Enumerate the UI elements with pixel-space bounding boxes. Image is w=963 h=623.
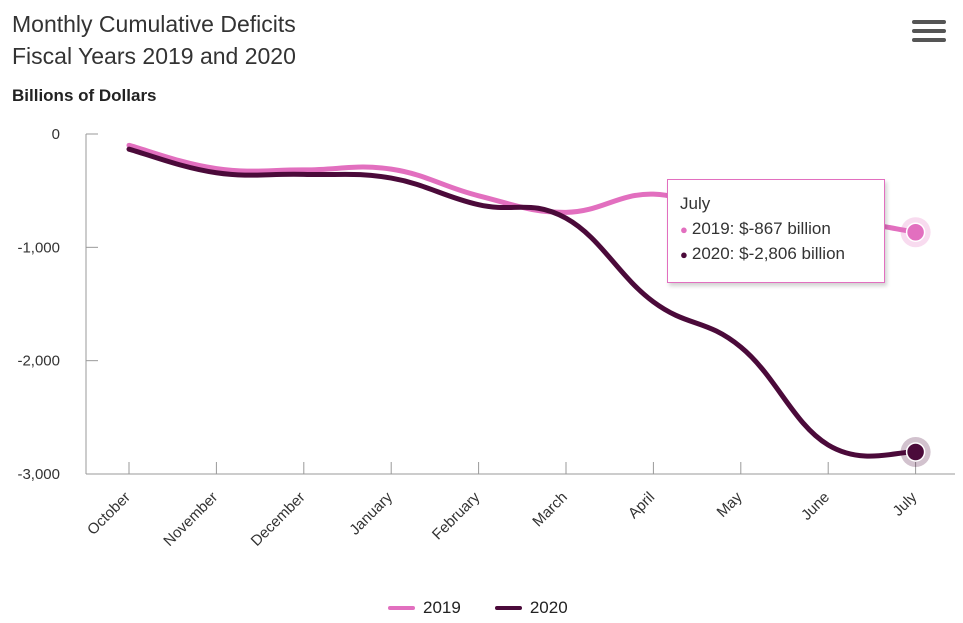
series-line-2020 — [126, 146, 919, 459]
chart-title-line-2: Fiscal Years 2019 and 2020 — [12, 43, 296, 69]
x-tick-label: June — [798, 489, 833, 524]
x-tick-label: May — [714, 488, 746, 520]
y-axis-title: Billions of Dollars — [12, 86, 157, 105]
series-2020-dot-icon: ● — [680, 247, 688, 262]
x-tick-label: January — [346, 488, 396, 538]
chart-title-line-1: Monthly Cumulative Deficits — [12, 11, 296, 37]
series-2019-dot-icon: ● — [680, 222, 688, 237]
data-point-2020 — [905, 442, 926, 462]
tooltip-row-2020-text: 2020: $-2,806 billion — [691, 244, 845, 263]
legend-item-2019[interactable]: 2019 — [388, 598, 461, 618]
data-point-2019 — [905, 222, 926, 243]
y-tick-label: -1,000 — [17, 239, 60, 256]
legend: 2019 2020 — [388, 598, 602, 618]
tooltip-title: July — [680, 194, 711, 213]
legend-swatch-2020 — [494, 606, 522, 610]
x-tick-label: February — [429, 488, 484, 543]
y-tick-label: -2,000 — [17, 353, 60, 370]
tooltip-row-2020: ● 2020: $-2,806 billion — [680, 244, 884, 264]
legend-swatch-2019 — [388, 606, 415, 610]
tooltip: July ● 2019: $-867 billion ● 2020: $-2,806… — [667, 179, 885, 283]
legend-label-2020: 2020 — [529, 598, 568, 617]
x-tick-label: November — [160, 489, 221, 550]
legend-label-2019: 2019 — [423, 598, 461, 617]
tooltip-row-2019: ● 2019: $-867 billion — [680, 219, 884, 239]
tooltip-row-2019-text: 2019: $-867 billion — [691, 219, 831, 238]
x-tick-label: July — [890, 488, 921, 519]
chart-title: Monthly Cumulative Deficits Fiscal Years… — [12, 8, 296, 72]
y-tick-label: -3,000 — [17, 466, 60, 483]
x-tick-label: April — [625, 489, 658, 522]
x-tick-label: March — [529, 489, 570, 530]
legend-item-2020[interactable]: 2020 — [494, 598, 568, 618]
x-tick-label: December — [248, 489, 309, 550]
hamburger-menu-icon[interactable] — [912, 20, 946, 46]
x-tick-label: October — [84, 489, 134, 539]
y-tick-label: 0 — [52, 126, 60, 143]
